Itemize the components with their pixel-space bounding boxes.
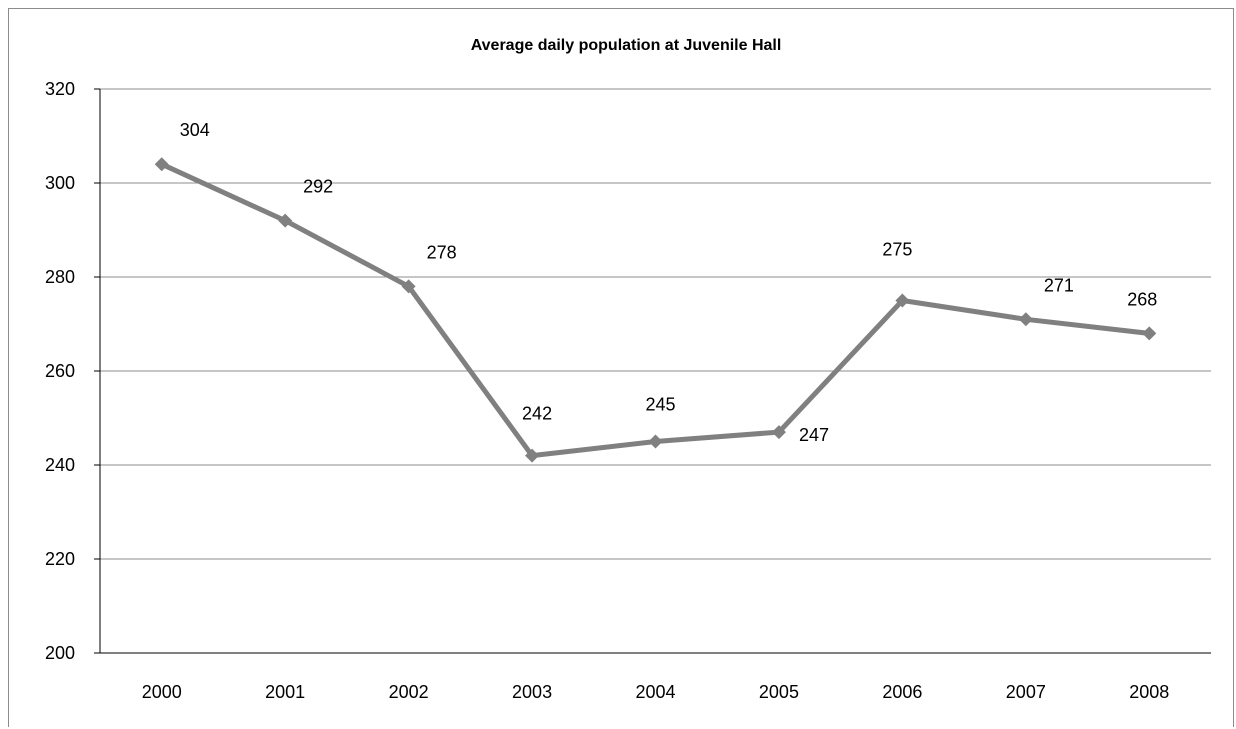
data-point-marker xyxy=(1018,312,1033,327)
x-axis-tick-label: 2001 xyxy=(265,682,305,702)
data-point-marker xyxy=(1142,326,1157,341)
data-label: 304 xyxy=(180,120,210,140)
data-label: 268 xyxy=(1127,289,1157,309)
x-axis-tick-label: 2003 xyxy=(512,682,552,702)
y-axis-tick-label: 300 xyxy=(45,173,75,193)
y-axis-tick-label: 240 xyxy=(45,455,75,475)
axes xyxy=(94,88,1211,654)
x-axis-tick-labels: 2000 2001 2002 2003 2004 2005 2006 2007 2008 xyxy=(142,682,1170,702)
chart-title: Average daily population at Juvenile Hal… xyxy=(471,37,782,54)
data-point-marker xyxy=(278,213,293,228)
y-axis-tick-label: 220 xyxy=(45,549,75,569)
data-label: 275 xyxy=(882,240,912,260)
data-point-marker xyxy=(648,434,663,449)
x-axis-tick-label: 2007 xyxy=(1006,682,1046,702)
data-labels: 304 292 278 242 245 247 275 271 268 xyxy=(180,120,1158,445)
data-label: 242 xyxy=(522,404,552,424)
x-axis-tick-label: 2008 xyxy=(1129,682,1169,702)
line-chart: Average daily population at Juvenile Hal… xyxy=(45,37,1211,702)
data-label: 271 xyxy=(1044,275,1074,295)
data-label: 292 xyxy=(303,177,333,197)
series-markers xyxy=(154,157,1157,463)
x-axis-tick-label: 2005 xyxy=(759,682,799,702)
y-axis-tick-label: 200 xyxy=(45,643,75,663)
y-axis-tick-label: 320 xyxy=(45,79,75,99)
y-axis-tick-label: 280 xyxy=(45,267,75,287)
gridlines xyxy=(100,88,1211,560)
y-axis-tick-label: 260 xyxy=(45,361,75,381)
data-label: 278 xyxy=(427,242,457,262)
x-axis-tick-label: 2000 xyxy=(142,682,182,702)
data-point-marker xyxy=(895,293,910,308)
data-label: 247 xyxy=(799,425,829,445)
data-point-marker xyxy=(154,157,169,172)
x-axis-tick-label: 2004 xyxy=(635,682,675,702)
data-label: 245 xyxy=(646,395,676,415)
data-point-marker xyxy=(771,425,786,440)
data-point-marker xyxy=(401,279,416,294)
y-axis-tick-labels: 200 220 240 260 280 300 320 xyxy=(45,79,75,663)
data-point-marker xyxy=(525,448,540,463)
chart-frame: Average daily population at Juvenile Hal… xyxy=(8,8,1234,727)
x-axis-tick-label: 2006 xyxy=(882,682,922,702)
x-axis-tick-label: 2002 xyxy=(389,682,429,702)
